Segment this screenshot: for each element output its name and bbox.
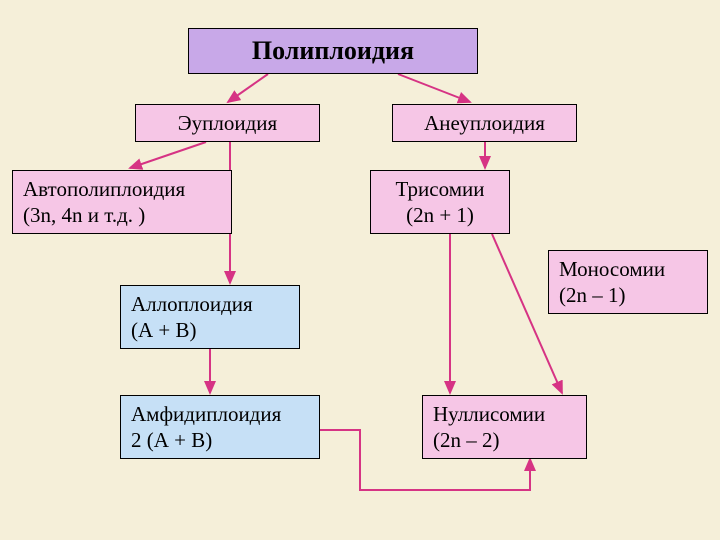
node-aneuploidy-label: Анеуплоидия xyxy=(424,110,545,136)
node-autopoly: Автополиплоидия (3n, 4n и т.д. ) xyxy=(12,170,232,234)
node-aneuploidy: Анеуплоидия xyxy=(392,104,577,142)
node-nullisomy-label2: (2n – 2) xyxy=(433,427,500,453)
node-autopoly-label1: Автополиплоидия xyxy=(23,176,185,202)
node-euploidy-label: Эуплоидия xyxy=(178,110,277,136)
node-monosomy-label1: Моносомии xyxy=(559,256,665,282)
node-amphidiploidy-label2: 2 (А + В) xyxy=(131,427,212,453)
node-nullisomy: Нуллисомии (2n – 2) xyxy=(422,395,587,459)
node-nullisomy-label1: Нуллисомии xyxy=(433,401,545,427)
node-root-label: Полиплоидия xyxy=(252,35,414,68)
node-monosomy-label2: (2n – 1) xyxy=(559,282,626,308)
node-trisomy-label1: Трисомии xyxy=(396,176,485,202)
node-alloploidy-label2: (А + В) xyxy=(131,317,197,343)
node-monosomy: Моносомии (2n – 1) xyxy=(548,250,708,314)
node-trisomy-label2: (2n + 1) xyxy=(406,202,474,228)
node-alloploidy-label1: Аллоплоидия xyxy=(131,291,253,317)
node-root: Полиплоидия xyxy=(188,28,478,74)
node-amphidiploidy-label1: Амфидиплоидия xyxy=(131,401,281,427)
node-alloploidy: Аллоплоидия (А + В) xyxy=(120,285,300,349)
node-trisomy: Трисомии (2n + 1) xyxy=(370,170,510,234)
node-amphidiploidy: Амфидиплоидия 2 (А + В) xyxy=(120,395,320,459)
node-autopoly-label2: (3n, 4n и т.д. ) xyxy=(23,202,145,228)
node-euploidy: Эуплоидия xyxy=(135,104,320,142)
